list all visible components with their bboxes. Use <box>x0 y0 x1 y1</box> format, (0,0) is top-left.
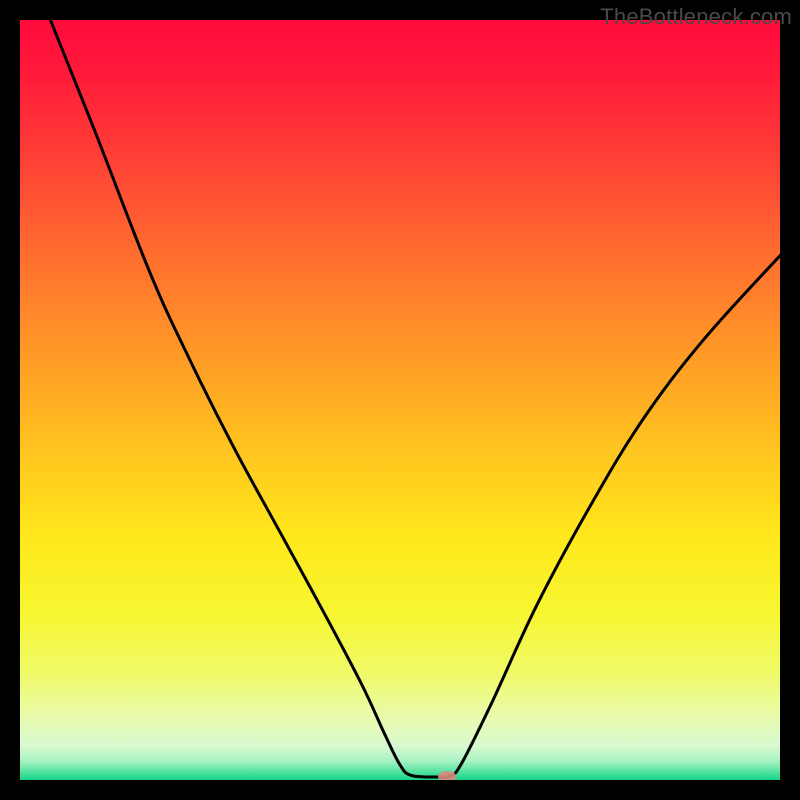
bottleneck-chart: TheBottleneck.com <box>0 0 800 800</box>
watermark-text: TheBottleneck.com <box>600 4 792 30</box>
chart-svg <box>0 0 800 800</box>
chart-background-gradient <box>20 20 780 780</box>
